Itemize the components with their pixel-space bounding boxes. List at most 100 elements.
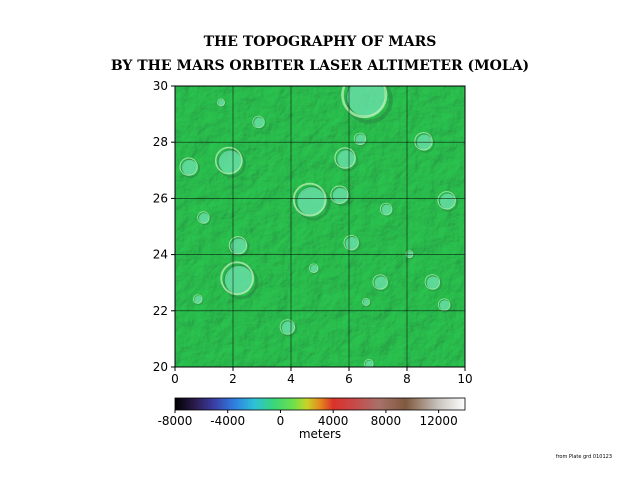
crater	[193, 294, 204, 305]
crater-rim	[424, 274, 441, 290]
crater-shadow	[373, 275, 390, 292]
x-tick-label: 10	[457, 372, 472, 386]
map-title-line-2: BY THE MARS ORBITER LASER ALTIMETER (MOL…	[110, 58, 530, 74]
y-tick-label: 28	[153, 135, 168, 149]
crater-floor	[337, 150, 356, 168]
crater-shadow	[230, 237, 250, 257]
x-tick-label: 4	[287, 372, 295, 386]
crater-rim	[292, 182, 327, 217]
crater	[220, 261, 259, 300]
y-tick-label: 30	[153, 79, 168, 93]
crater	[252, 115, 267, 130]
crater	[217, 98, 226, 108]
crater-rim	[405, 250, 414, 259]
crater-shadow	[344, 236, 361, 253]
crater	[179, 157, 201, 179]
x-tick-label: 2	[229, 372, 237, 386]
crater-rim	[437, 191, 456, 210]
crater-rim	[334, 147, 356, 169]
crater-floor	[181, 159, 198, 176]
x-tick-label: 6	[345, 372, 353, 386]
crater-floor	[332, 187, 348, 204]
crater	[379, 202, 394, 217]
crater-shadow	[381, 204, 394, 217]
crater	[362, 298, 371, 307]
crater-rim	[362, 298, 370, 306]
crater-rim	[214, 146, 243, 175]
crater-rim	[217, 98, 225, 107]
crater-shadow	[309, 264, 320, 275]
crater-shadow	[354, 133, 368, 147]
crater-floor	[310, 264, 319, 273]
crater-rim	[330, 185, 349, 204]
crater	[437, 191, 459, 212]
colorbar-tick-label: 0	[277, 414, 285, 428]
y-tick-label: 24	[153, 248, 168, 262]
crater-rim	[353, 132, 367, 146]
crater-shadow	[193, 295, 204, 305]
crater-floor	[224, 265, 253, 294]
crater-shadow	[281, 320, 297, 337]
crater-floor	[363, 299, 370, 306]
crater-rim	[343, 234, 359, 251]
crater-rim	[414, 132, 433, 151]
y-tick-label: 26	[153, 191, 168, 205]
crater-floor	[297, 187, 326, 216]
crater	[437, 298, 452, 313]
colorbar-tick-label: 12000	[420, 414, 458, 428]
crater-rim	[279, 319, 296, 335]
crater-floor	[218, 99, 225, 106]
crater-floor	[439, 193, 456, 209]
crater-shadow	[439, 299, 452, 313]
x-tick-label: 0	[171, 372, 179, 386]
colorbar-tick-label: -4000	[210, 414, 245, 428]
crater	[197, 211, 212, 226]
crater-floor	[231, 238, 247, 254]
crater-rim	[193, 294, 203, 304]
elevation-colorbar	[174, 397, 466, 411]
colorbar-ticks: -8000 -4000 0 4000 8000 12000	[158, 410, 458, 428]
crater	[309, 263, 320, 275]
map-title-line-1: THE TOPOGRAPHY OF MARS	[203, 34, 437, 50]
crater-shadow	[217, 149, 246, 178]
crater-rim	[437, 298, 451, 311]
colorbar-tick-label: 4000	[318, 414, 349, 428]
crater	[364, 359, 375, 367]
crater-rim	[372, 274, 388, 290]
crater-shadow	[439, 192, 459, 212]
crater	[334, 147, 359, 172]
crater-shadow	[223, 264, 259, 300]
crater-rim	[252, 115, 265, 129]
crater-shadow	[253, 116, 267, 130]
crater-rim	[364, 359, 374, 367]
crater	[372, 274, 390, 292]
source-note: from Plate grd 010123	[556, 454, 612, 460]
crater-shadow	[295, 185, 331, 221]
y-axis-ticks: 20 22 24 26 28 30	[153, 79, 175, 374]
crater-floor	[365, 360, 374, 367]
crater-floor	[381, 204, 392, 215]
colorbar-unit-label: meters	[299, 427, 341, 441]
map-frame	[174, 85, 466, 368]
map-grid	[175, 86, 465, 367]
crater	[228, 236, 250, 257]
topography-map	[175, 86, 465, 367]
colorbar-tick-label: 8000	[371, 414, 402, 428]
crater-shadow	[336, 149, 359, 172]
y-tick-label: 20	[153, 360, 168, 374]
crater-shadow	[364, 359, 375, 367]
colorbar-tick-label: -8000	[158, 414, 193, 428]
x-tick-label: 8	[403, 372, 411, 386]
crater-floor	[218, 150, 242, 174]
crater-floor	[347, 86, 386, 117]
crater-rim	[228, 236, 248, 255]
y-tick-label: 22	[153, 304, 168, 318]
terrain-shading	[175, 86, 465, 367]
crater-rim	[179, 157, 198, 176]
crater-floor	[198, 212, 210, 224]
crater-rim	[379, 202, 393, 216]
crater	[341, 86, 393, 124]
crater-shadow	[217, 99, 226, 108]
crater-shadow	[426, 275, 442, 292]
